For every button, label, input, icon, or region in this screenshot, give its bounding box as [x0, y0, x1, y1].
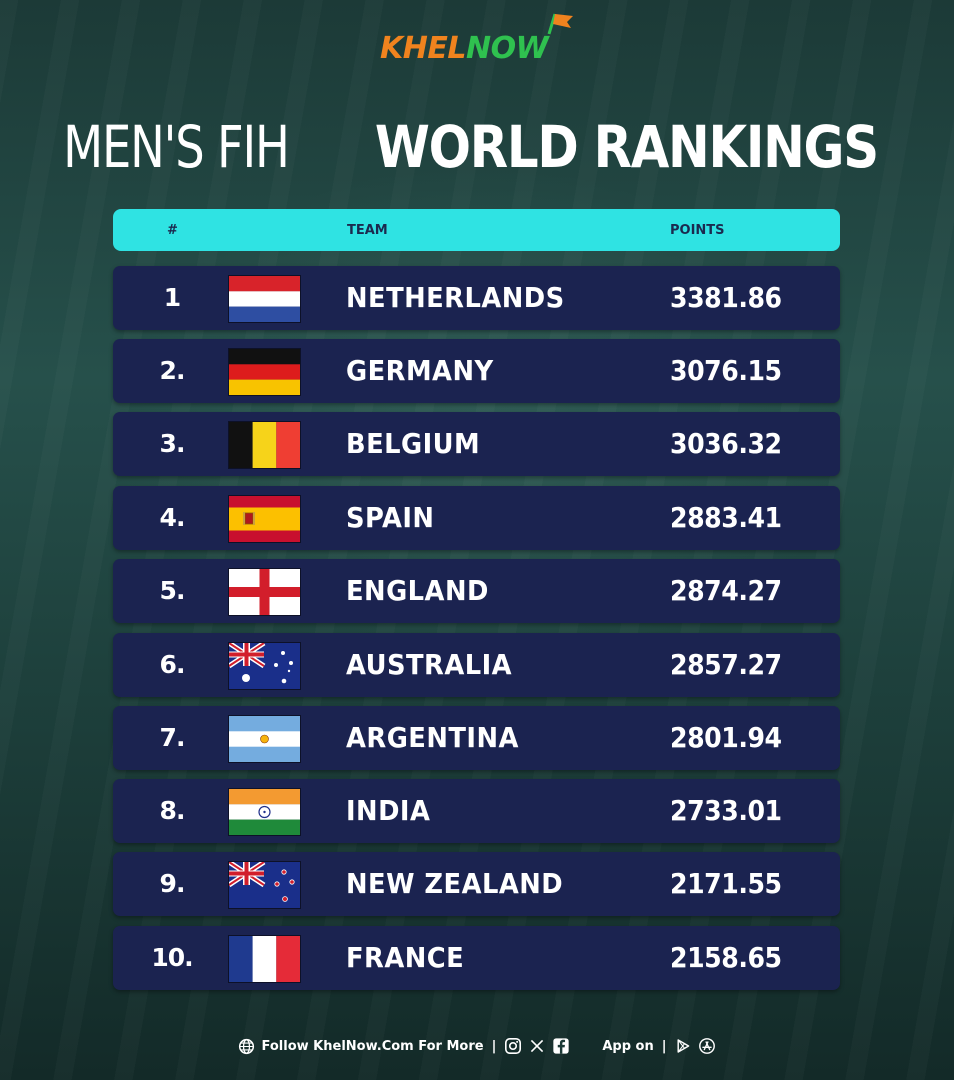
table-row: 7. ARGENTINA 2801.94	[113, 706, 840, 770]
row-rank: 5.	[159, 576, 186, 605]
header-team: TEAM	[347, 223, 388, 238]
table-row: 10. FRANCE 2158.65	[113, 926, 840, 990]
x-icon[interactable]	[528, 1037, 546, 1055]
table-row: 6. AUSTRALIA 2857.27	[113, 633, 840, 697]
title-light: MEN'S FIH	[63, 113, 290, 181]
row-team: NEW ZEALAND	[346, 867, 564, 900]
title-bold: WORLD RANKINGS	[374, 113, 879, 181]
table-row: 8. INDIA 2733.01	[113, 779, 840, 843]
france-flag-icon	[228, 935, 301, 983]
row-points: 2801.94	[670, 721, 782, 754]
new-zealand-flag-icon	[228, 861, 301, 909]
row-points: 2158.65	[670, 941, 782, 974]
globe-icon[interactable]	[238, 1037, 256, 1055]
row-rank: 9.	[159, 869, 186, 898]
footer-follow-text: Follow KhelNow.Com For More	[261, 1038, 484, 1054]
row-rank: 6.	[159, 650, 186, 679]
netherlands-flag-icon	[228, 275, 301, 323]
table-row: 2. GERMANY 3076.15	[113, 339, 840, 403]
table-row: 3. BELGIUM 3036.32	[113, 412, 840, 476]
germany-flag-icon	[228, 348, 301, 396]
row-points: 2883.41	[670, 501, 782, 534]
logo-part-khel: KHEL	[380, 31, 466, 66]
row-team: NETHERLANDS	[346, 281, 565, 314]
footer: Follow KhelNow.Com For More | App on |	[0, 1034, 954, 1058]
table-header: # TEAM POINTS	[113, 209, 840, 251]
row-points: 3381.86	[670, 281, 782, 314]
row-team: INDIA	[346, 794, 431, 827]
row-team: ARGENTINA	[346, 721, 519, 754]
facebook-icon[interactable]	[552, 1037, 570, 1055]
row-team: ENGLAND	[346, 574, 489, 607]
page-title: MEN'S FIH WORLD RANKINGS	[0, 108, 954, 186]
header-points: POINTS	[670, 223, 725, 238]
row-points: 3076.15	[670, 354, 782, 387]
instagram-icon[interactable]	[504, 1037, 522, 1055]
row-points: 2171.55	[670, 867, 782, 900]
app-store-icon[interactable]	[698, 1037, 716, 1055]
row-rank: 1	[163, 283, 181, 312]
row-points: 2874.27	[670, 574, 782, 607]
table-row: 4. SPAIN 2883.41	[113, 486, 840, 550]
play-store-icon[interactable]	[674, 1037, 692, 1055]
india-flag-icon	[228, 788, 301, 836]
footer-separator-2: |	[661, 1038, 667, 1054]
logo-part-now: NOW	[465, 31, 549, 66]
row-points: 2733.01	[670, 794, 782, 827]
argentina-flag-icon	[228, 715, 301, 763]
row-team: FRANCE	[346, 941, 465, 974]
table-row: 9. NEW ZEALAND 2171.55	[113, 852, 840, 916]
row-points: 3036.32	[670, 427, 782, 460]
row-points: 2857.27	[670, 648, 782, 681]
row-rank: 4.	[159, 503, 186, 532]
table-row: 1 NETHERLANDS 3381.86	[113, 266, 840, 330]
logo-flag-icon	[547, 13, 573, 35]
row-team: AUSTRALIA	[346, 648, 513, 681]
table-row: 5. ENGLAND 2874.27	[113, 559, 840, 623]
row-team: SPAIN	[346, 501, 435, 534]
row-rank: 7.	[159, 723, 186, 752]
spain-flag-icon	[228, 495, 301, 543]
australia-flag-icon	[228, 642, 301, 690]
row-rank: 2.	[159, 356, 186, 385]
row-team: GERMANY	[346, 354, 494, 387]
khelnow-logo: KHEL NOW	[380, 26, 549, 66]
footer-separator: |	[491, 1038, 497, 1054]
row-rank: 10.	[151, 943, 193, 972]
row-rank: 3.	[159, 429, 186, 458]
england-flag-icon	[228, 568, 301, 616]
row-team: BELGIUM	[346, 427, 481, 460]
footer-app-text: App on	[602, 1038, 654, 1054]
row-rank: 8.	[159, 796, 186, 825]
belgium-flag-icon	[228, 421, 301, 469]
header-rank: #	[167, 223, 178, 238]
